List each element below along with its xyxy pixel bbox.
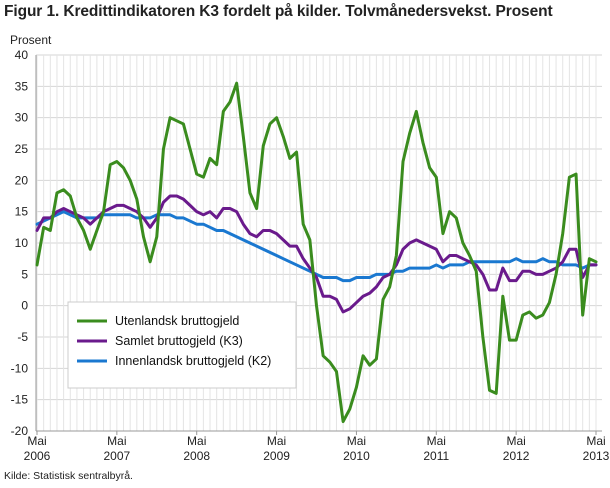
y-tick-label: 30 (15, 111, 29, 125)
x-tick-label-year: 2012 (503, 449, 530, 463)
y-tick-label: -20 (11, 424, 29, 438)
x-tick-label-month: Mai (586, 434, 605, 448)
x-tick-label-year: 2008 (183, 449, 210, 463)
x-tick-label-year: 2011 (423, 449, 449, 463)
series-line-samlet (35, 194, 598, 314)
x-tick-label-month: Mai (427, 434, 446, 448)
y-tick-label: 35 (15, 79, 29, 93)
legend-label: Utenlandsk bruttogjeld (115, 314, 239, 328)
y-tick-label: 5 (21, 267, 28, 281)
chart-title: Figur 1. Kredittindikatoren K3 fordelt p… (4, 3, 553, 20)
legend: Utenlandsk bruttogjeld Samlet bruttogjeld… (67, 301, 297, 389)
y-tick-label: 25 (15, 142, 29, 156)
source-note: Kilde: Statistisk sentralbyrå. (4, 470, 133, 482)
x-tick-label-year: 2010 (343, 449, 370, 463)
y-tick-labels: 40 35 30 25 20 15 10 5 0 -5 -10 -15 -20 (11, 48, 29, 438)
series-line-utenlandsk (35, 81, 598, 424)
x-tick-label-year: 2006 (24, 449, 51, 463)
series-lines (35, 81, 598, 424)
y-tick-label: 0 (21, 299, 28, 313)
x-tick-label-month: Mai (27, 434, 46, 448)
x-tick-label-month: Mai (187, 434, 206, 448)
series-line-innenlandsk (35, 210, 598, 283)
x-tick-label-month: Mai (506, 434, 525, 448)
y-tick-label: -10 (11, 361, 29, 375)
x-tick-label-year: 2009 (263, 449, 290, 463)
y-tick-label: 20 (15, 173, 29, 187)
y-tick-label: 15 (15, 205, 29, 219)
x-tick-label-month: Mai (107, 434, 126, 448)
x-tick-labels: Mai2006Mai2007Mai2008Mai2009Mai2010Mai20… (24, 431, 610, 463)
x-tick-label-month: Mai (267, 434, 286, 448)
y-tick-label: -5 (17, 330, 28, 344)
x-tick-label-month: Mai (347, 434, 366, 448)
y-tick-label: 40 (15, 48, 29, 62)
legend-label: Samlet bruttogjeld (K3) (115, 334, 243, 348)
y-tick-label: -15 (11, 393, 29, 407)
y-tick-label: 10 (15, 236, 29, 250)
legend-box (67, 301, 297, 389)
x-tick-label-year: 2013 (583, 449, 610, 463)
x-tick-label-year: 2007 (104, 449, 131, 463)
legend-label: Innenlandsk bruttogjeld (K2) (115, 354, 271, 368)
y-axis-unit-label: Prosent (10, 33, 52, 47)
